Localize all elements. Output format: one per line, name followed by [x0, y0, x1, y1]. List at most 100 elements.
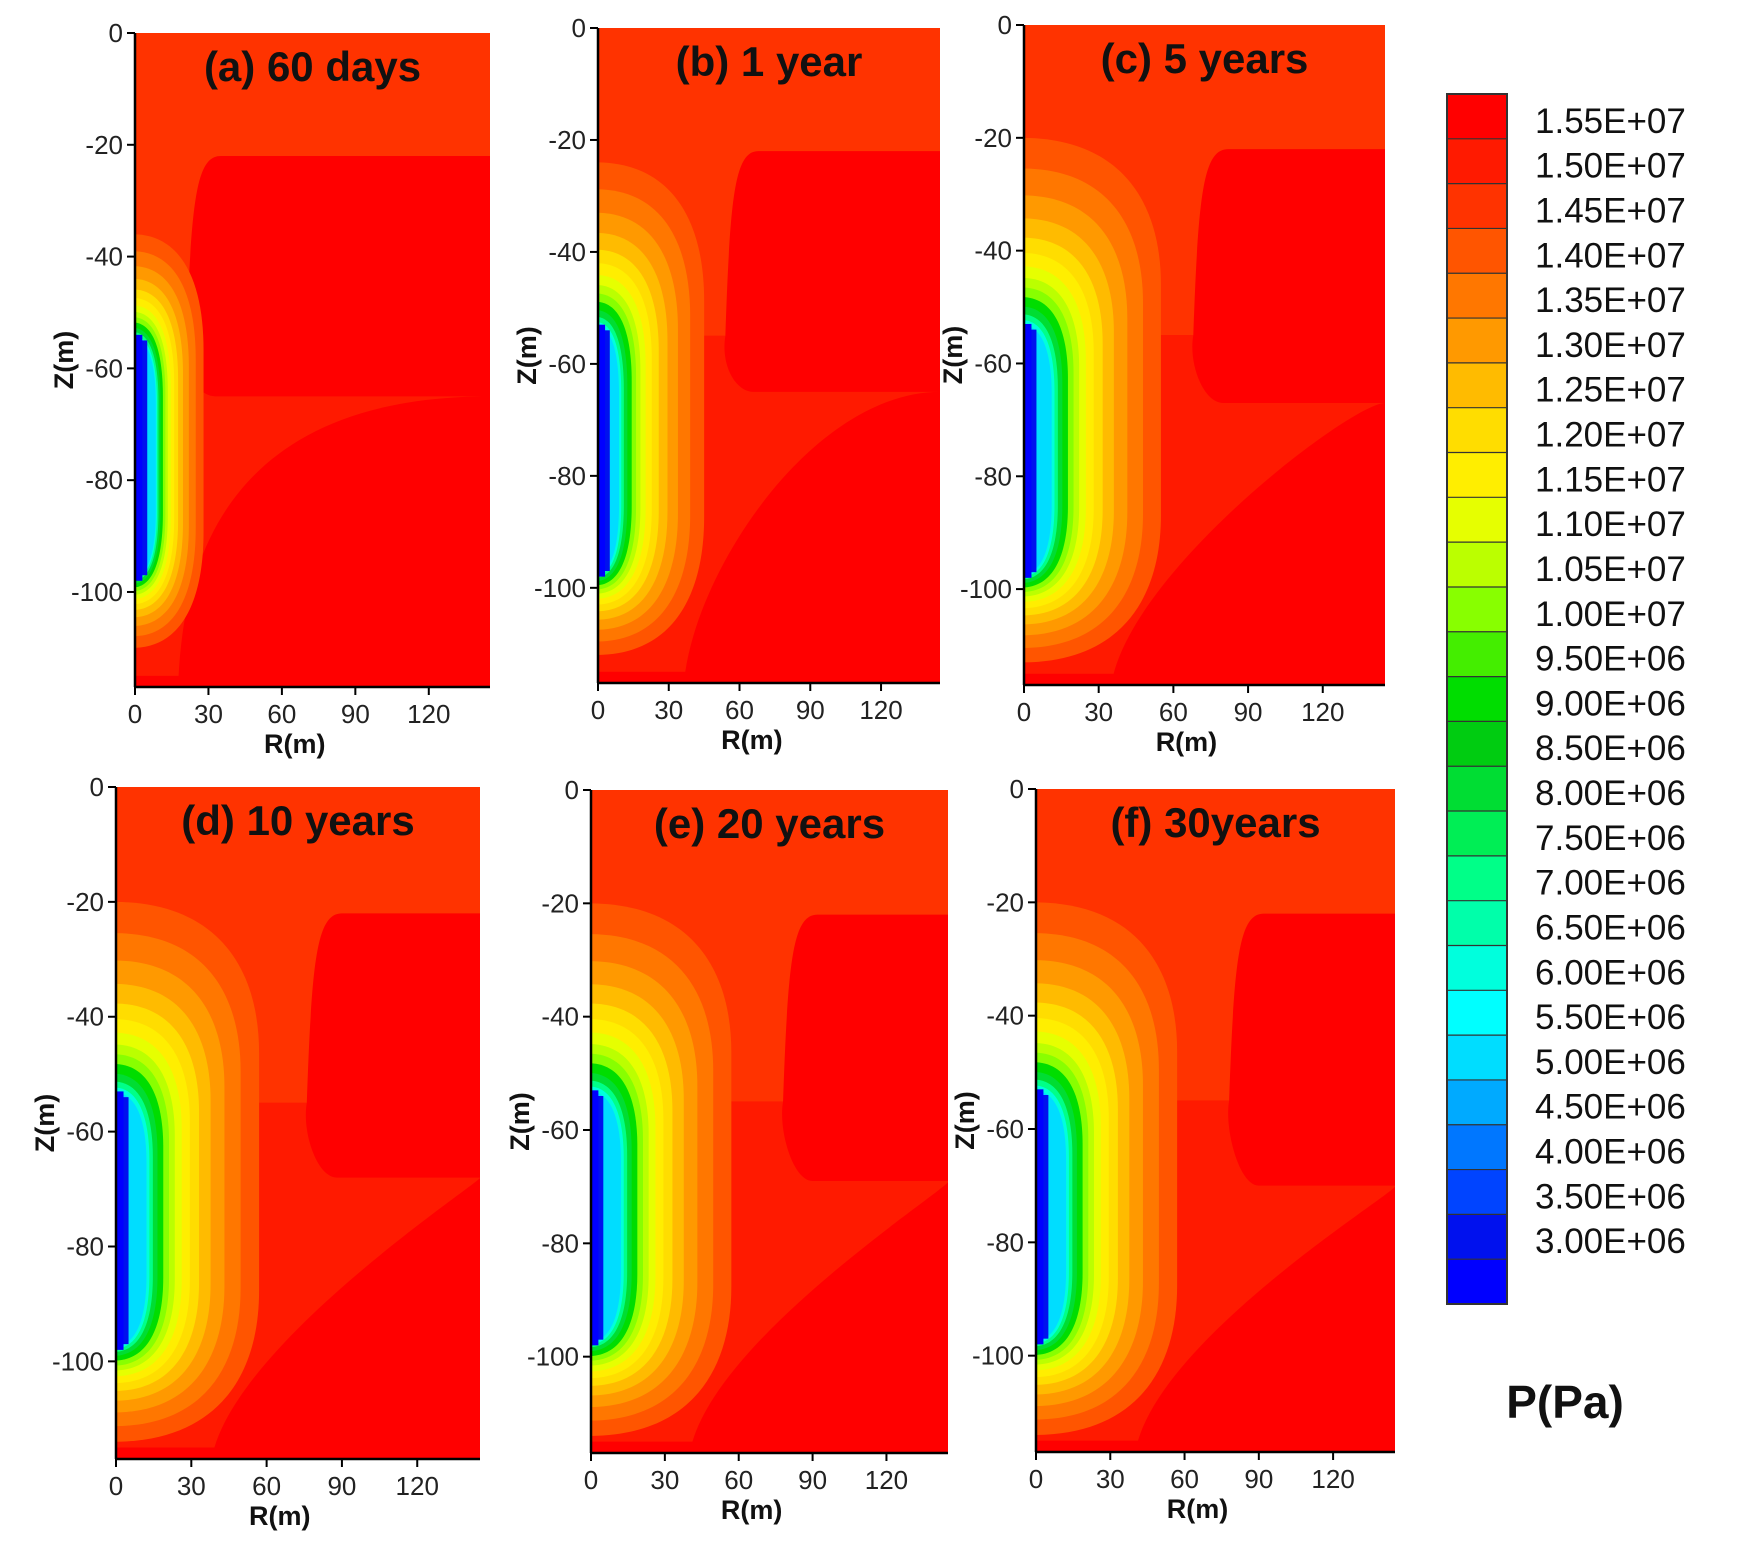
colorbar-label: 1.15E+07 [1535, 460, 1686, 499]
colorbar-label: 9.00E+06 [1535, 684, 1686, 723]
y-tick-label: 0 [565, 775, 579, 805]
colorbar-swatch [1447, 1169, 1507, 1215]
x-tick-label: 30 [650, 1465, 679, 1495]
y-tick-label: -80 [548, 461, 586, 491]
x-axis-label: R(m) [264, 729, 326, 759]
x-tick-label: 0 [584, 1465, 598, 1495]
panel-title: (e) 20 years [654, 800, 885, 847]
y-tick-label: -100 [960, 574, 1012, 604]
colorbar-swatch [1447, 766, 1507, 812]
y-tick-label: -20 [974, 123, 1012, 153]
y-tick-label: -100 [52, 1346, 104, 1376]
panel-f: 0 30 60 90 120 0 -20 -40 -60 -80 -100 R(m) Z(m) (f) 3… [950, 774, 1395, 1524]
y-tick-label: -100 [534, 573, 586, 603]
colorbar-label: 8.50E+06 [1535, 729, 1686, 768]
y-tick-label: -60 [66, 1117, 104, 1147]
colorbar-label: 4.50E+06 [1535, 1088, 1686, 1127]
colorbar-swatch [1447, 1259, 1507, 1305]
x-tick-label: 90 [796, 695, 825, 725]
colorbar-swatch [1447, 228, 1507, 274]
colorbar-swatch [1447, 1035, 1507, 1081]
colorbar-swatch [1447, 631, 1507, 678]
x-tick-label: 120 [1301, 697, 1344, 727]
panel-title: (c) 5 years [1101, 35, 1309, 82]
colorbar-label: 1.30E+07 [1535, 326, 1686, 365]
x-tick-label: 60 [267, 699, 296, 729]
colorbar-label: 4.00E+06 [1535, 1133, 1686, 1172]
x-tick-label: 60 [724, 1465, 753, 1495]
x-tick-label: 30 [194, 699, 223, 729]
colorbar-swatch [1447, 94, 1507, 140]
colorbar-label: 6.00E+06 [1535, 953, 1686, 992]
y-tick-label: 0 [998, 10, 1012, 40]
x-tick-label: 120 [1311, 1464, 1354, 1494]
y-tick-label: 0 [90, 772, 104, 802]
colorbar-swatch [1447, 1079, 1507, 1126]
y-tick-label: -100 [71, 577, 123, 607]
colorbar-swatch [1447, 721, 1507, 767]
x-axis-label: R(m) [249, 1501, 311, 1531]
y-tick-label: -20 [986, 887, 1024, 917]
y-tick-label: -60 [541, 1115, 579, 1145]
colorbar-swatch [1447, 676, 1507, 722]
colorbar-swatch [1447, 1214, 1507, 1260]
colorbar-label: 7.00E+06 [1535, 864, 1686, 903]
y-tick-label: 0 [572, 13, 586, 43]
x-tick-label: 60 [1170, 1464, 1199, 1494]
low-pressure-core-inner [135, 334, 143, 581]
colorbar: 1.55E+07 1.50E+07 1.45E+07 1.40E+07 1.35E+07… [1446, 93, 1686, 1428]
y-tick-label: -100 [972, 1341, 1024, 1371]
y-tick-label: 0 [1010, 774, 1024, 804]
x-tick-label: 0 [1029, 1464, 1043, 1494]
x-tick-label: 120 [859, 695, 902, 725]
x-axis-label: R(m) [721, 725, 783, 755]
colorbar-label: 9.50E+06 [1535, 640, 1686, 679]
x-tick-label: 90 [798, 1465, 827, 1495]
panel-title: (d) 10 years [181, 797, 414, 844]
x-tick-label: 30 [177, 1471, 206, 1501]
x-tick-label: 60 [725, 695, 754, 725]
panel-d: 0 30 60 90 120 0 -20 -40 -60 -80 -100 R(m) Z(m) (d) 1… [30, 772, 480, 1531]
y-tick-label: -20 [66, 887, 104, 917]
colorbar-label: 1.20E+07 [1535, 416, 1686, 455]
y-tick-label: -80 [541, 1228, 579, 1258]
colorbar-label: 1.45E+07 [1535, 191, 1686, 230]
x-tick-label: 0 [109, 1471, 123, 1501]
colorbar-label: 5.50E+06 [1535, 998, 1686, 1037]
panel-b: 0 30 60 90 120 0 -20 -40 -60 -80 -100 R(m) Z(m) (b) 1… [512, 13, 940, 755]
colorbar-swatch [1447, 811, 1507, 857]
colorbar-title: P(Pa) [1506, 1376, 1624, 1428]
x-axis-label: R(m) [1156, 727, 1218, 757]
x-tick-label: 90 [1244, 1464, 1273, 1494]
colorbar-swatch [1447, 900, 1507, 946]
y-tick-label: -40 [66, 1002, 104, 1032]
colorbar-label: 1.00E+07 [1535, 595, 1686, 634]
colorbar-swatch [1447, 497, 1507, 543]
colorbar-label: 1.25E+07 [1535, 371, 1686, 410]
low-pressure-core-inner [1036, 1089, 1044, 1345]
low-pressure-core-inner [116, 1091, 124, 1350]
colorbar-label: 1.35E+07 [1535, 281, 1686, 320]
x-tick-label: 90 [1234, 697, 1263, 727]
colorbar-label: 3.00E+06 [1535, 1222, 1686, 1261]
panel-a: 0 30 60 90 120 0 -20 -40 -60 -80 -100 R(m) Z(m) (a) 6… [49, 18, 490, 759]
x-tick-label: 120 [396, 1471, 439, 1501]
colorbar-swatch [1447, 452, 1507, 498]
x-tick-label: 120 [407, 699, 450, 729]
y-tick-label: -20 [85, 130, 123, 160]
y-tick-label: 0 [109, 18, 123, 48]
colorbar-label: 1.10E+07 [1535, 505, 1686, 544]
y-tick-label: -60 [986, 1114, 1024, 1144]
x-axis-label: R(m) [1167, 1494, 1229, 1524]
panel-e: 0 30 60 90 120 0 -20 -40 -60 -80 -100 R(m) Z(m) (e) 2… [505, 775, 948, 1525]
low-pressure-core-inner [591, 1090, 599, 1346]
x-tick-label: 90 [327, 1471, 356, 1501]
y-axis-label: Z(m) [512, 326, 542, 384]
colorbar-label: 7.50E+06 [1535, 819, 1686, 858]
y-tick-label: -60 [85, 353, 123, 383]
colorbar-swatch [1447, 1124, 1507, 1171]
y-tick-label: -80 [66, 1231, 104, 1261]
y-tick-label: -20 [548, 125, 586, 155]
low-pressure-core-inner [1024, 323, 1032, 578]
